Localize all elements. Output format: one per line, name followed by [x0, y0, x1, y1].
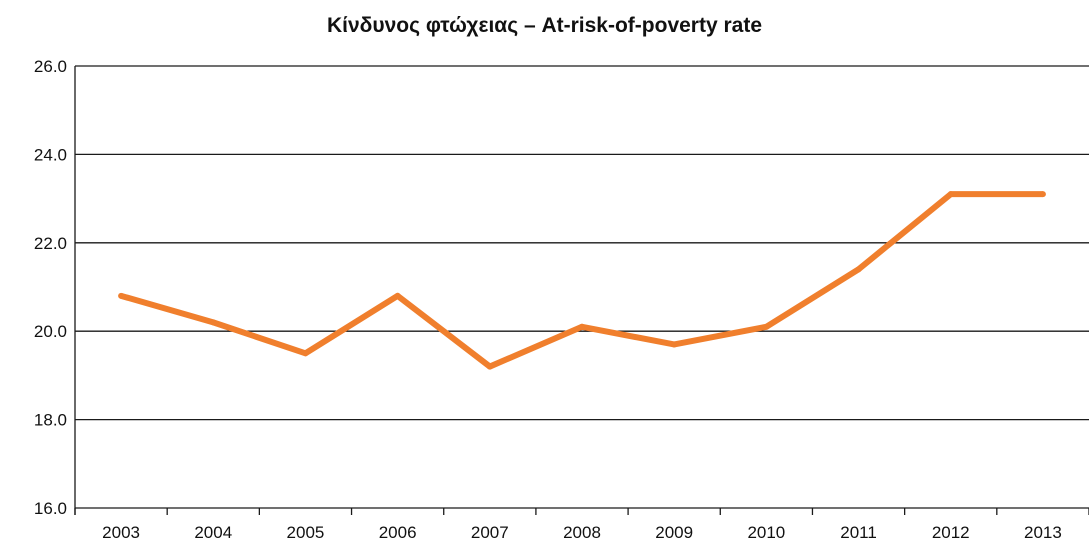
x-tick-label: 2010: [747, 523, 785, 542]
data-point: [1039, 191, 1046, 198]
data-point: [947, 191, 954, 198]
data-point: [855, 266, 862, 273]
y-tick-label: 16.0: [34, 499, 67, 518]
x-tick-label: 2011: [840, 523, 877, 542]
data-point: [302, 350, 309, 357]
x-tick-label: 2003: [102, 523, 140, 542]
data-point: [486, 363, 493, 370]
chart-title: Κίνδυνος φτώχειας – At-risk-of-poverty r…: [326, 14, 763, 37]
x-tick-label: 2009: [655, 523, 693, 542]
data-point: [394, 292, 401, 299]
x-tick-label: 2004: [194, 523, 232, 542]
y-tick-label: 26.0: [34, 57, 67, 76]
y-tick-label: 22.0: [34, 234, 67, 253]
data-point: [579, 323, 585, 330]
x-tick-label: 2005: [287, 523, 325, 542]
data-point: [210, 319, 217, 326]
x-tick-label: 2006: [379, 523, 417, 542]
data-point: [671, 341, 678, 348]
y-tick-label: 24.0: [34, 145, 67, 164]
data-point: [763, 323, 770, 330]
x-tick-label: 2012: [932, 523, 970, 542]
data-point: [118, 292, 125, 299]
x-tick-label: 2013: [1024, 523, 1062, 542]
y-tick-label: 20.0: [34, 322, 67, 341]
x-tick-label: 2007: [471, 523, 509, 542]
y-tick-label: 18.0: [34, 411, 67, 430]
x-tick-label: 2008: [563, 523, 601, 542]
series-line: [120, 191, 1043, 370]
